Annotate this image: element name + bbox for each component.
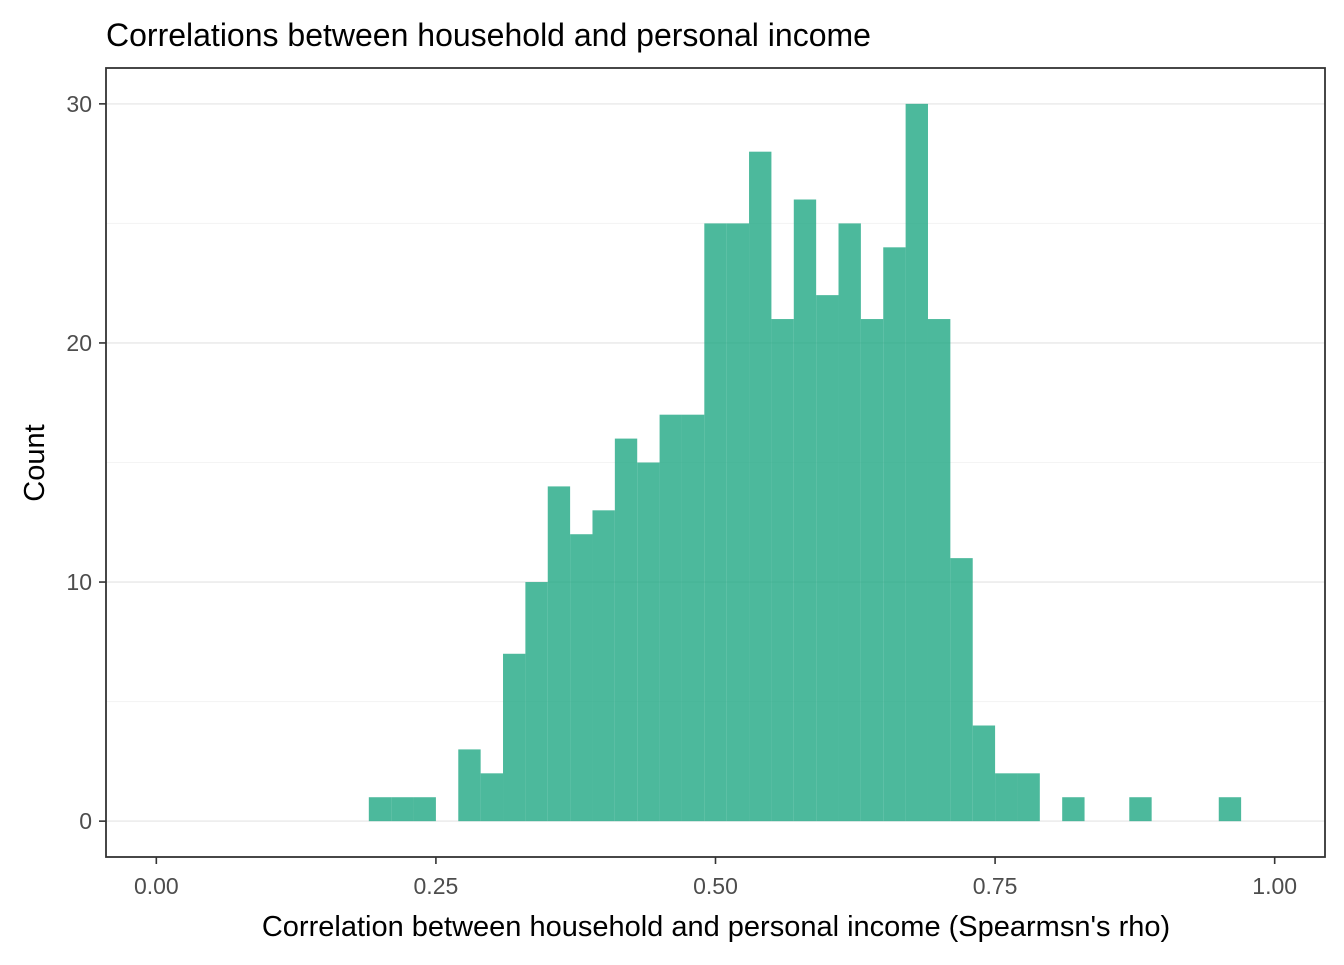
histogram-bar [391, 797, 414, 822]
histogram-bar [525, 582, 548, 822]
histogram-bar [883, 247, 906, 822]
histogram-bar [726, 223, 750, 822]
histogram-bar [838, 223, 861, 822]
x-tick-label: 0.75 [973, 873, 1018, 899]
histogram-bar [458, 749, 481, 822]
y-tick-label: 30 [66, 91, 92, 117]
y-tick-label: 0 [79, 808, 92, 834]
histogram-bar [771, 319, 794, 822]
histogram-bar [503, 653, 526, 822]
histogram-bar [749, 151, 772, 822]
histogram-bar [659, 414, 682, 822]
histogram-bar [1129, 797, 1152, 822]
histogram-bar [614, 438, 638, 822]
histogram-bar [793, 199, 817, 822]
y-tick-label: 20 [66, 330, 92, 356]
x-axis: 0.00 0.25 0.50 0.75 1.00 [134, 857, 1297, 899]
x-tick-label: 0.25 [414, 873, 459, 899]
histogram-bar [547, 486, 571, 822]
histogram-bars [368, 103, 1242, 822]
histogram-bar [1062, 797, 1085, 822]
histogram-bar [905, 103, 928, 822]
histogram-bar [950, 558, 973, 822]
histogram-bar [927, 319, 951, 822]
histogram-bar [413, 797, 436, 822]
x-tick-label: 0.50 [693, 873, 738, 899]
chart-title: Correlations between household and perso… [106, 17, 871, 53]
histogram-bar [570, 534, 593, 822]
histogram-bar [704, 223, 727, 822]
histogram-bar [681, 414, 705, 822]
histogram-bar [860, 319, 884, 822]
x-tick-label: 1.00 [1252, 873, 1297, 899]
histogram-bar [995, 773, 1018, 822]
histogram-bar [1218, 797, 1242, 822]
histogram-bar [972, 725, 996, 822]
histogram-bar [592, 510, 615, 822]
histogram-bar [637, 462, 660, 822]
y-axis-title: Count [19, 424, 51, 501]
x-axis-title: Correlation between household and person… [262, 911, 1170, 943]
histogram-bar [480, 773, 504, 822]
histogram-bar [368, 797, 392, 822]
histogram-bar [1017, 773, 1040, 822]
histogram-bar [816, 295, 839, 822]
y-tick-label: 10 [66, 569, 92, 595]
y-axis: 0 10 20 30 [66, 91, 106, 834]
x-tick-label: 0.00 [134, 873, 179, 899]
